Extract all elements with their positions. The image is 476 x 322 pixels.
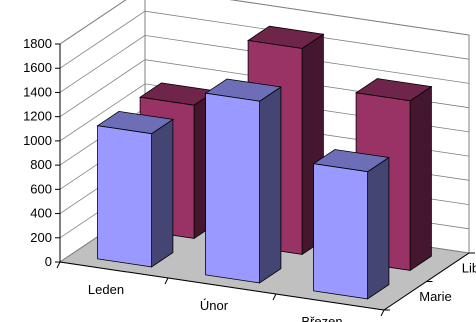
y-tick-label: 1400 <box>23 84 52 99</box>
y-tick-label: 400 <box>30 206 52 221</box>
depth-axis-labels: Marie Libuše <box>383 252 476 311</box>
bar-front <box>97 125 153 268</box>
y-tick-label: 600 <box>30 181 52 196</box>
y-tick-label: 1600 <box>23 60 52 75</box>
bar <box>204 78 282 284</box>
bar-front <box>313 163 369 300</box>
bar <box>96 110 174 268</box>
gridline <box>59 0 470 45</box>
bar-front <box>205 92 261 284</box>
bar-side <box>151 118 174 268</box>
bar-side <box>409 85 432 272</box>
y-axis: 0 200 400 600 800 1000 1200 1400 1600 1800 <box>23 36 61 269</box>
bars <box>96 25 433 300</box>
x-tick-label: Leden <box>88 282 124 297</box>
y-tick-label: 200 <box>30 230 52 245</box>
y-tick-label: 1200 <box>23 109 52 124</box>
y-tick-label: 1800 <box>23 36 52 51</box>
bar-side <box>259 86 282 284</box>
series-label: Libuše <box>462 260 476 275</box>
x-axis-line <box>59 261 385 311</box>
bar-side <box>367 156 390 300</box>
x-axis-labels: Leden Únor Březen <box>56 261 385 322</box>
y-tick-label: 800 <box>30 157 52 172</box>
x-tick <box>56 261 61 269</box>
x-tick <box>272 293 277 301</box>
x-tick <box>164 277 169 285</box>
bar <box>312 149 390 300</box>
gridline <box>59 10 470 69</box>
y-tick-label: 0 <box>45 254 52 269</box>
x-tick-label: Únor <box>200 298 229 313</box>
x-tick <box>380 309 385 317</box>
x-tick-label: Březen <box>301 314 342 322</box>
gridline <box>59 34 470 93</box>
y-tick-label: 1000 <box>23 133 52 148</box>
series-label: Marie <box>419 289 452 304</box>
